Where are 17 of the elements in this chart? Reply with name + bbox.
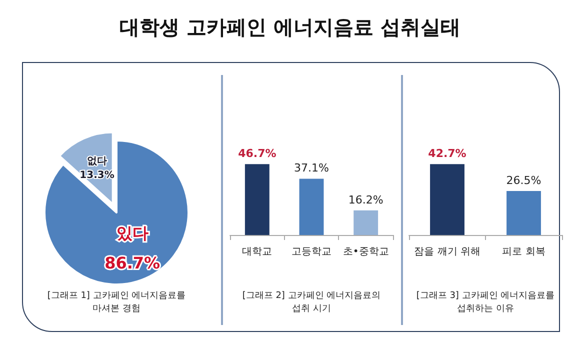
data-label: 37.1%	[294, 162, 329, 175]
data-label: 46.7%	[238, 147, 276, 160]
data-label: 16.2%	[348, 193, 384, 206]
x-tick-label: 초•중학교	[342, 246, 389, 258]
x-tick-label: 고등학교	[292, 246, 332, 258]
text: [그래프 2] 고카페인 에너지음료의 섭취 시기	[241, 290, 382, 316]
data-label: 42.7%	[428, 147, 466, 160]
slice-label: 없다	[87, 156, 108, 168]
slice-label: 있다	[116, 224, 148, 243]
text: 대학생 고카페인 에너지음료 섭취실태	[118, 14, 462, 41]
text: [그래프 3] 고카페인 에너지음료를 섭취하는 이유	[415, 290, 556, 316]
text: [그래프 1] 고카페인 에너지음료를 마셔본 경험	[46, 290, 187, 316]
x-tick-label: 잠을 깨기 위해	[414, 246, 480, 258]
x-tick-label: 대학교	[242, 246, 272, 258]
data-label: 86.7%	[104, 254, 160, 273]
x-tick-label: 피로 회복	[502, 246, 546, 258]
data-label: 26.5%	[506, 174, 542, 188]
